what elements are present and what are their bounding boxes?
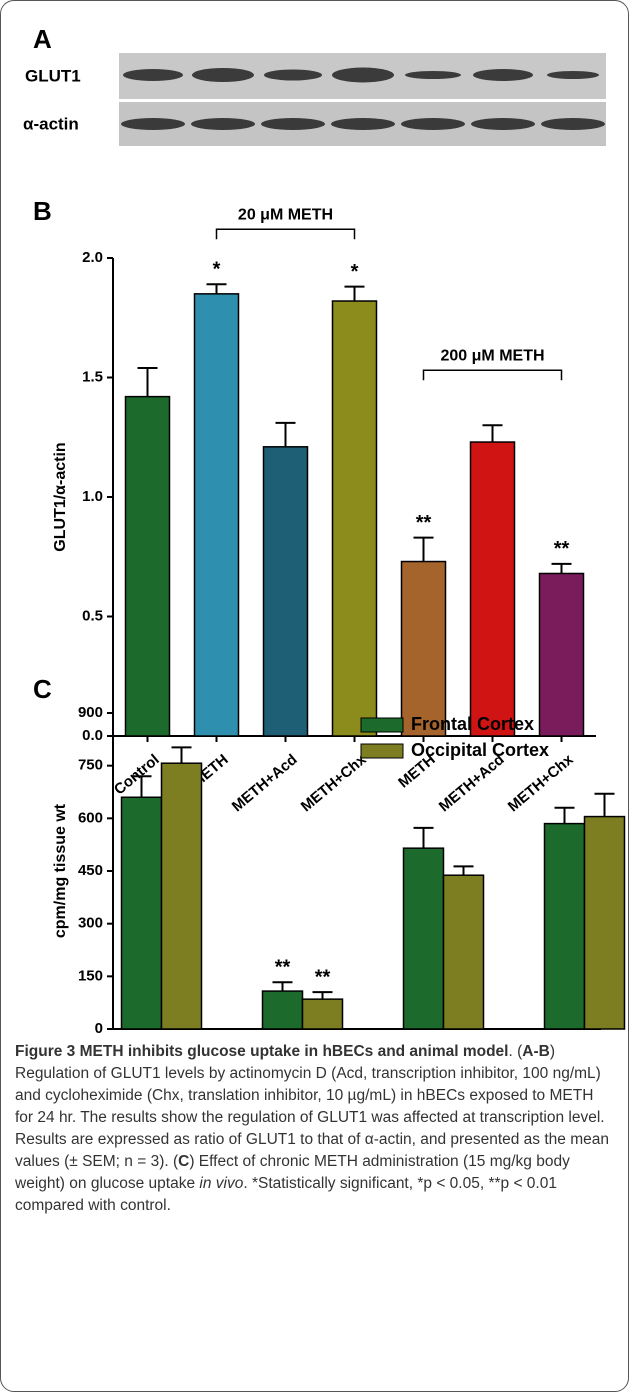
bracket-label: 20 μM METH <box>238 207 333 224</box>
bracket-label: 200 μM METH <box>440 348 544 365</box>
bar <box>333 301 377 736</box>
legend-label: Occipital Cortex <box>411 740 549 760</box>
y-tick-label: 0.0 <box>82 727 103 744</box>
bar <box>545 824 585 1029</box>
blot-band <box>547 71 599 79</box>
x-tick-label: METH+Acd <box>436 751 508 815</box>
bracket <box>217 229 355 239</box>
panel-label: A <box>33 24 52 54</box>
caption-text: ) Regulation of GLUT1 levels by actinomy… <box>15 1043 609 1170</box>
caption: Figure 3 METH inhibits glucose uptake in… <box>15 1041 611 1217</box>
blot-band <box>123 69 183 81</box>
blot-band <box>264 70 322 81</box>
bar <box>126 397 170 736</box>
y-tick-label: 450 <box>78 862 103 879</box>
blot-band <box>541 118 605 130</box>
blot-band <box>192 68 254 82</box>
x-tick-label: METH+Chx <box>505 751 577 816</box>
legend-label: Frontal Cortex <box>411 714 534 734</box>
bar <box>444 875 484 1029</box>
y-tick-label: 750 <box>78 757 103 774</box>
y-tick-label: 300 <box>78 915 103 932</box>
panel-label: B <box>33 196 52 226</box>
x-tick-label: METH+Chx <box>298 751 370 816</box>
caption-text: . ( <box>509 1043 523 1060</box>
y-tick-label: 1.5 <box>82 368 103 385</box>
y-tick-label: 1.0 <box>82 488 103 505</box>
caption-text: A-B <box>522 1043 550 1060</box>
bar <box>162 763 202 1029</box>
figure-charts: A GLUT1 α-actin B GLUT1/α-actin 0.0 0.5 1.0 1… <box>1 1 628 1041</box>
y-tick-label: 900 <box>78 704 103 721</box>
y-tick-label: 0 <box>95 1020 103 1037</box>
blot-band <box>331 118 395 130</box>
blot-band <box>261 118 325 130</box>
bar <box>585 817 625 1029</box>
significance-mark: * <box>351 261 359 283</box>
blot-band <box>121 118 185 130</box>
panel-label: C <box>33 674 52 704</box>
blot-band <box>332 68 394 83</box>
caption-text: in vivo <box>199 1175 243 1192</box>
bar <box>404 848 444 1029</box>
significance-mark: ** <box>554 538 570 560</box>
bar <box>264 447 308 736</box>
y-axis-title: cpm/mg tissue wt <box>52 803 69 938</box>
bar <box>471 442 515 736</box>
legend-swatch <box>361 744 403 758</box>
blot-band <box>471 118 535 130</box>
caption-text: C <box>178 1153 189 1170</box>
y-axis-title: GLUT1/α-actin <box>52 442 69 551</box>
y-tick-label: 600 <box>78 809 103 826</box>
significance-mark: * <box>213 259 221 281</box>
y-tick-label: 2.0 <box>82 249 103 266</box>
bar <box>122 797 162 1029</box>
bar <box>263 991 303 1029</box>
legend-swatch <box>361 718 403 732</box>
blot-band <box>405 71 461 79</box>
significance-mark: ** <box>416 512 432 534</box>
bar <box>303 999 343 1029</box>
significance-mark: ** <box>315 966 331 988</box>
y-tick-label: 150 <box>78 967 103 984</box>
y-tick-label: 0.5 <box>82 607 103 624</box>
blot-band <box>401 118 465 130</box>
bar <box>402 562 446 736</box>
figure: A GLUT1 α-actin B GLUT1/α-actin 0.0 0.5 1.0 1… <box>0 0 629 1392</box>
bar <box>195 294 239 736</box>
bar <box>540 573 584 736</box>
blot-row-label: α-actin <box>23 114 79 133</box>
blot-band <box>191 118 255 130</box>
blot-band <box>473 69 533 81</box>
blot-row-label: GLUT1 <box>25 66 81 85</box>
bracket <box>424 370 562 380</box>
x-tick-label: METH+Acd <box>229 751 301 815</box>
significance-mark: ** <box>275 957 291 979</box>
x-tick-label: Control <box>111 751 163 798</box>
caption-title: Figure 3 METH inhibits glucose uptake in… <box>15 1043 509 1060</box>
